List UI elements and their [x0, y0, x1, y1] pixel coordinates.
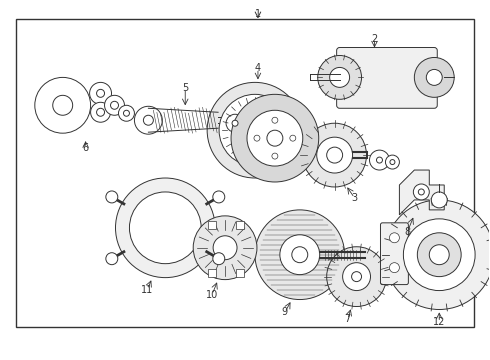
Circle shape [327, 147, 343, 163]
Circle shape [376, 157, 383, 163]
Text: 7: 7 [344, 314, 351, 324]
Circle shape [415, 58, 454, 97]
Circle shape [429, 245, 449, 265]
Circle shape [317, 137, 353, 173]
Text: 9: 9 [282, 307, 288, 318]
Circle shape [426, 69, 442, 85]
Circle shape [226, 114, 244, 132]
Circle shape [343, 263, 370, 291]
Circle shape [417, 233, 461, 276]
Circle shape [247, 110, 303, 166]
Circle shape [292, 247, 308, 263]
Circle shape [431, 192, 447, 208]
Circle shape [390, 263, 399, 273]
Circle shape [106, 191, 118, 203]
Text: 1: 1 [255, 9, 261, 19]
Text: 12: 12 [433, 318, 445, 328]
Circle shape [35, 77, 91, 133]
Circle shape [280, 235, 319, 275]
Circle shape [272, 117, 278, 123]
Circle shape [129, 192, 201, 264]
Circle shape [213, 236, 237, 260]
Circle shape [369, 150, 390, 170]
Circle shape [414, 184, 429, 200]
Circle shape [385, 200, 490, 310]
Circle shape [97, 89, 104, 97]
Circle shape [119, 105, 134, 121]
Circle shape [213, 253, 225, 265]
Circle shape [290, 135, 296, 141]
Circle shape [403, 219, 475, 291]
Circle shape [116, 178, 215, 278]
Circle shape [330, 67, 349, 87]
Text: 3: 3 [351, 193, 358, 203]
Circle shape [272, 153, 278, 159]
Circle shape [53, 95, 73, 115]
Circle shape [144, 115, 153, 125]
FancyBboxPatch shape [337, 48, 437, 108]
Circle shape [123, 110, 129, 116]
Text: 2: 2 [371, 33, 378, 44]
Circle shape [193, 216, 257, 280]
Circle shape [318, 55, 362, 99]
Circle shape [327, 247, 387, 306]
Bar [208, 221, 216, 229]
Circle shape [254, 135, 260, 141]
Circle shape [106, 253, 118, 265]
Text: 8: 8 [404, 227, 411, 237]
Polygon shape [399, 170, 444, 215]
Text: 11: 11 [141, 284, 153, 294]
Bar [208, 269, 216, 277]
Circle shape [390, 233, 399, 243]
Circle shape [134, 106, 162, 134]
Bar [236, 221, 244, 229]
Circle shape [255, 210, 344, 300]
Circle shape [232, 120, 238, 126]
Circle shape [386, 155, 399, 169]
Text: 6: 6 [82, 143, 89, 153]
Circle shape [207, 82, 303, 178]
Text: 10: 10 [206, 289, 218, 300]
Bar [16, 19, 474, 328]
Circle shape [352, 272, 362, 282]
Circle shape [97, 108, 104, 116]
Circle shape [303, 123, 367, 187]
Circle shape [231, 94, 318, 182]
Text: 5: 5 [182, 84, 188, 93]
Circle shape [111, 101, 119, 109]
Text: 4: 4 [255, 63, 261, 73]
Circle shape [90, 82, 112, 104]
Bar [236, 269, 244, 277]
Circle shape [219, 94, 291, 166]
Circle shape [390, 159, 395, 165]
FancyBboxPatch shape [380, 223, 408, 285]
Circle shape [267, 130, 283, 146]
Circle shape [104, 95, 124, 115]
Circle shape [418, 189, 424, 195]
Circle shape [213, 191, 225, 203]
Circle shape [91, 102, 111, 122]
